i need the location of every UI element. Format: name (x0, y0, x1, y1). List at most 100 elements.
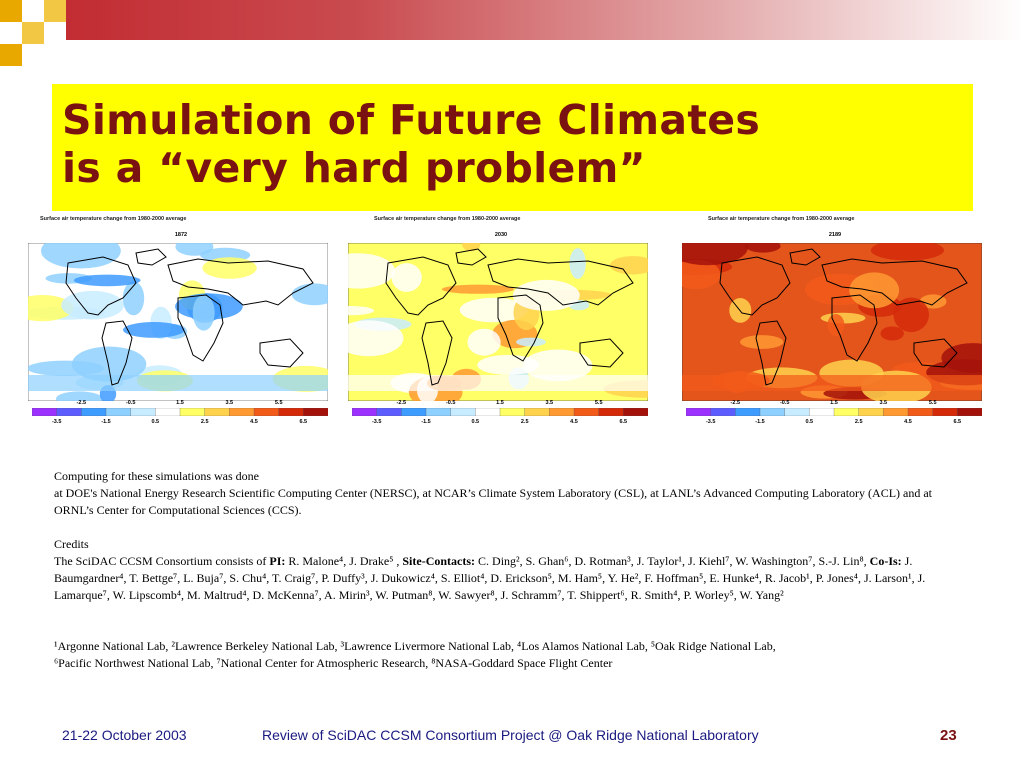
continent-outline (385, 256, 457, 316)
temperature-region (348, 320, 404, 357)
colorbar-tick-label: 1.5 (496, 400, 504, 406)
decor-square (22, 22, 44, 44)
temperature-region (870, 243, 944, 261)
colorbar-tick-label: 6.5 (619, 419, 628, 425)
colorbar-tick-label: 3.5 (545, 400, 554, 406)
affiliations-line-1: ¹Argonne National Lab, ²Lawrence Berkele… (54, 639, 776, 653)
temperature-region (61, 290, 124, 320)
pi-names: R. Malone⁴, J. Drake⁵ , (285, 554, 403, 568)
continent-outline (755, 320, 787, 386)
temperature-region (880, 326, 904, 341)
affiliations-line-2: ⁶Pacific Northwest National Lab, ⁷Nation… (54, 656, 613, 670)
colorbar-tick-label: -0.5 (779, 400, 790, 406)
colorbar-segment (784, 408, 810, 416)
continent-outline (913, 338, 958, 368)
credits-block: Computing for these simulations was done… (54, 468, 959, 672)
temperature-region (919, 294, 947, 309)
map-panel-2: Surface air temperature change from 1980… (338, 212, 664, 444)
decor-square (22, 0, 44, 22)
colorbar-tick-label: 0.5 (471, 419, 480, 425)
colorbar-segment (907, 408, 934, 416)
site-contacts-label: Site-Contacts: (402, 554, 476, 568)
colorbar (352, 408, 648, 416)
colorbar-tick-label: -1.5 (421, 419, 431, 425)
decor-square (0, 22, 22, 44)
temperature-region (467, 328, 501, 356)
colorbar-segment (81, 408, 107, 416)
colorbar-segment (105, 408, 132, 416)
colorbar-segment (376, 408, 402, 416)
colorbar-tick-label: 6.5 (953, 419, 962, 425)
colorbar-segment (759, 408, 786, 416)
footer-title: Review of SciDAC CCSM Consortium Project… (262, 727, 759, 743)
colorbar-segment (858, 408, 884, 416)
temperature-region (348, 253, 396, 289)
colorbar-tick-label: -0.5 (125, 400, 136, 406)
southern-ocean-band (682, 375, 982, 391)
coi-label: Co-Is: (869, 554, 902, 568)
colorbar-tick-label: 1.5 (176, 400, 184, 406)
continent-outline (831, 294, 878, 362)
map-panel-3: Surface air temperature change from 1980… (672, 212, 998, 444)
temperature-region (391, 263, 422, 292)
continent-outline (167, 258, 314, 306)
map-year: 1872 (174, 232, 188, 238)
temperature-region (477, 354, 539, 375)
continent-outline (487, 258, 634, 306)
colorbar (686, 408, 982, 416)
colorbar-segment (155, 408, 181, 416)
colorbar-segment (179, 408, 206, 416)
temperature-region (175, 243, 214, 256)
continent-outline (579, 338, 624, 368)
colorbar-tick-label: -2.5 (730, 400, 741, 406)
colorbar-segment (710, 408, 736, 416)
colorbar-tick-label: -2.5 (76, 400, 87, 406)
temperature-region (441, 284, 514, 294)
footer-date: 21-22 October 2003 (62, 727, 187, 743)
southern-ocean-band (348, 375, 648, 391)
computing-note: Computing for these simulations was done (54, 469, 259, 483)
colorbar-segment (735, 408, 761, 416)
continent-outline (101, 320, 133, 386)
colorbar-segment (833, 408, 860, 416)
continent-outline (821, 258, 968, 306)
colorbar-segment (883, 408, 909, 416)
colorbar-segment (401, 408, 427, 416)
colorbar-tick-label: -3.5 (705, 419, 716, 425)
temperature-region (459, 297, 528, 323)
site-contacts-names: C. Ding², S. Ghan⁶, D. Rotman³, J. Taylo… (475, 554, 870, 568)
colorbar-tick-label: -2.5 (396, 400, 407, 406)
map-year: 2189 (828, 232, 842, 238)
map-caption: Surface air temperature change from 1980… (40, 216, 187, 222)
temperature-region (682, 259, 721, 290)
continent-outline (719, 256, 791, 316)
decor-square (0, 44, 22, 66)
colorbar-segment (809, 408, 835, 416)
colorbar-tick-label: -0.5 (445, 400, 456, 406)
decor-square (44, 22, 66, 44)
decor-square (44, 0, 66, 22)
temperature-region (516, 337, 546, 347)
colorbar-segment (425, 408, 452, 416)
computing-centers: at DOE's National Energy Research Scient… (54, 486, 933, 517)
map-caption: Surface air temperature change from 1980… (708, 216, 855, 222)
continent-outline (455, 248, 487, 266)
colorbar-tick-label: -1.5 (755, 419, 765, 425)
decor-square (0, 0, 22, 22)
colorbar-segment (524, 408, 550, 416)
map-year: 2030 (494, 232, 508, 238)
title-line-2: is a “very hard problem” (62, 144, 646, 192)
page-number: 23 (940, 727, 957, 744)
temperature-region (849, 272, 900, 309)
temperature-region (28, 360, 104, 376)
temperature-region (569, 248, 586, 279)
temperature-region (512, 279, 580, 311)
colorbar-segment (686, 408, 712, 416)
colorbar-segment (475, 408, 501, 416)
colorbar-tick-label: -3.5 (51, 419, 62, 425)
continent-outline (789, 248, 821, 266)
colorbar-tick-label: 3.5 (225, 400, 234, 406)
colorbar-segment (352, 408, 378, 416)
temperature-region (893, 297, 929, 333)
continent-outline (135, 248, 167, 266)
